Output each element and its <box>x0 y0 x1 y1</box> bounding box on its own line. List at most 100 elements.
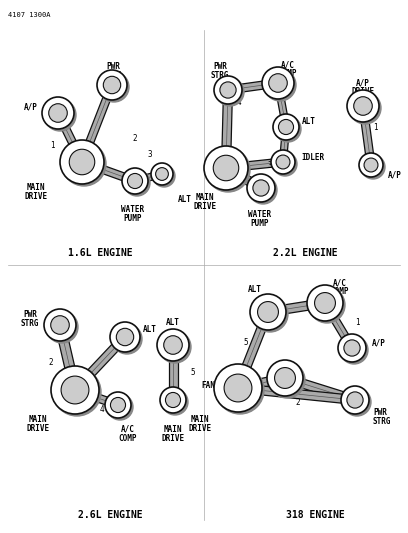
Circle shape <box>122 168 148 194</box>
Circle shape <box>53 368 101 416</box>
Text: MAIN
DRIVE: MAIN DRIVE <box>24 183 48 200</box>
Text: IDLER: IDLER <box>301 154 324 163</box>
Text: 4107 1300A: 4107 1300A <box>8 12 51 18</box>
Text: 5: 5 <box>190 368 195 377</box>
Circle shape <box>204 146 248 190</box>
Text: MAIN
DRIVE: MAIN DRIVE <box>193 193 217 211</box>
Circle shape <box>276 155 290 169</box>
Circle shape <box>249 176 277 204</box>
Circle shape <box>267 360 303 396</box>
Polygon shape <box>54 111 86 164</box>
Circle shape <box>273 114 299 140</box>
Circle shape <box>42 97 74 129</box>
Circle shape <box>354 96 372 115</box>
Text: ALT: ALT <box>302 117 316 126</box>
Circle shape <box>220 82 236 98</box>
Circle shape <box>252 296 288 332</box>
Circle shape <box>206 148 250 192</box>
Text: WATER
PUMP: WATER PUMP <box>122 205 144 223</box>
Circle shape <box>116 328 134 346</box>
Text: 5: 5 <box>243 338 248 347</box>
Text: FAN: FAN <box>201 381 215 390</box>
Circle shape <box>159 331 191 363</box>
Polygon shape <box>226 158 284 172</box>
Polygon shape <box>134 171 163 184</box>
Circle shape <box>44 99 76 131</box>
Polygon shape <box>78 84 116 164</box>
Text: 2: 2 <box>295 398 299 407</box>
Circle shape <box>62 142 106 186</box>
Circle shape <box>160 387 186 413</box>
Text: PWR
STRG: PWR STRG <box>373 408 392 426</box>
Circle shape <box>364 158 378 172</box>
Circle shape <box>344 340 360 356</box>
Circle shape <box>247 174 275 202</box>
Text: MAIN
DRIVE: MAIN DRIVE <box>27 415 49 433</box>
Circle shape <box>250 294 286 330</box>
Polygon shape <box>279 127 290 163</box>
Circle shape <box>105 392 131 418</box>
Polygon shape <box>275 83 289 127</box>
Circle shape <box>275 116 301 142</box>
Text: 2: 2 <box>132 134 137 143</box>
Text: ALT: ALT <box>178 195 192 204</box>
Circle shape <box>51 316 69 334</box>
Circle shape <box>343 388 371 416</box>
Text: A/C
COMP: A/C COMP <box>279 60 297 78</box>
Circle shape <box>262 67 294 99</box>
Circle shape <box>107 394 133 420</box>
Circle shape <box>269 74 287 92</box>
Circle shape <box>264 69 296 101</box>
Circle shape <box>253 180 269 196</box>
Circle shape <box>347 90 379 122</box>
Polygon shape <box>81 158 136 185</box>
Text: 4: 4 <box>100 405 104 414</box>
Polygon shape <box>237 374 286 392</box>
Text: 1: 1 <box>373 123 378 132</box>
Circle shape <box>166 392 180 408</box>
Circle shape <box>347 392 363 408</box>
Circle shape <box>97 70 127 100</box>
Circle shape <box>44 309 76 341</box>
Text: A/P: A/P <box>372 338 386 348</box>
Circle shape <box>309 287 345 323</box>
Text: 2: 2 <box>48 358 53 367</box>
Circle shape <box>124 170 150 196</box>
Circle shape <box>278 119 293 134</box>
Circle shape <box>224 374 252 402</box>
Polygon shape <box>227 79 279 94</box>
Circle shape <box>307 285 343 321</box>
Text: A/P: A/P <box>388 171 402 180</box>
Circle shape <box>338 334 366 362</box>
Circle shape <box>127 173 142 189</box>
Polygon shape <box>237 384 355 405</box>
Text: MAIN
DRIVE: MAIN DRIVE <box>188 415 212 433</box>
Circle shape <box>112 324 142 354</box>
Circle shape <box>46 311 78 343</box>
Circle shape <box>111 398 126 413</box>
Text: A/C
COMP: A/C COMP <box>119 425 137 442</box>
Polygon shape <box>222 90 233 168</box>
Circle shape <box>359 153 383 177</box>
Text: MAIN
DRIVE: MAIN DRIVE <box>162 425 184 442</box>
Circle shape <box>275 368 295 389</box>
Circle shape <box>349 92 381 124</box>
Circle shape <box>151 163 173 185</box>
Text: 2.6L ENGINE: 2.6L ENGINE <box>78 510 142 520</box>
Circle shape <box>341 386 369 414</box>
Circle shape <box>273 152 297 176</box>
Text: A/C
COMP: A/C COMP <box>331 278 349 296</box>
Text: 2.2L ENGINE: 2.2L ENGINE <box>273 248 337 258</box>
Text: 2: 2 <box>216 93 221 102</box>
Circle shape <box>155 167 169 180</box>
Text: 1: 1 <box>355 318 359 327</box>
Text: WATER
PUMP: WATER PUMP <box>248 210 272 228</box>
Circle shape <box>164 336 182 354</box>
Text: 318 ENGINE: 318 ENGINE <box>286 510 344 520</box>
Text: ALT: ALT <box>248 285 262 294</box>
Text: PWR
STRG: PWR STRG <box>21 310 39 328</box>
Polygon shape <box>72 334 128 393</box>
Circle shape <box>271 150 295 174</box>
Circle shape <box>216 366 264 414</box>
Text: A/P: A/P <box>24 102 38 111</box>
